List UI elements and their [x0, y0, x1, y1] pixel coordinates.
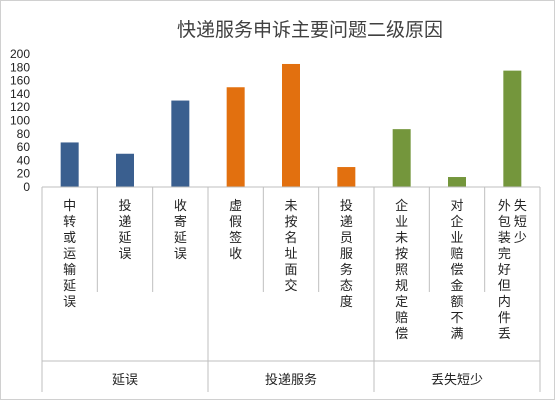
category-label: 未按名址面交: [284, 199, 297, 294]
y-tick-label: 200: [10, 47, 30, 61]
group-label: 投递服务: [265, 372, 317, 388]
y-tick-label: 140: [10, 87, 30, 101]
group-label: 延误: [112, 373, 138, 388]
bar: [282, 63, 300, 187]
y-tick-label: 80: [17, 127, 31, 141]
axes: [41, 186, 541, 392]
category-label: 对企业赔偿金额不满: [450, 199, 463, 342]
y-tick-label: 120: [10, 100, 30, 114]
bar: [116, 153, 134, 187]
category-label: 企业未按照规定赔偿: [395, 198, 408, 342]
bar: [60, 142, 79, 187]
category-labels: 中转或运输延误 投递延误 收寄延误 虚假签收 未按名址面交 投递员服务态度 企业未按照规定赔…: [63, 198, 527, 342]
bar: [392, 129, 411, 187]
group-labels: 延误 投递服务 丢失短少: [112, 372, 483, 388]
y-tick-label: 20: [17, 167, 31, 181]
bar: [448, 177, 466, 187]
chart-title: 快递服务申诉主要问题二级原因: [177, 19, 443, 41]
bar: [337, 167, 356, 187]
category-label: 投递延误: [118, 198, 131, 262]
bar: [171, 100, 190, 187]
bars: [60, 63, 522, 187]
bar: [226, 87, 245, 187]
y-tick-label: 60: [17, 140, 31, 154]
category-label: 收寄延误: [174, 199, 187, 262]
y-tick-label: 40: [17, 153, 31, 167]
y-tick-label: 160: [10, 74, 30, 88]
category-label: 投递员服务态度: [340, 198, 353, 310]
y-tick-label: 0: [23, 180, 30, 194]
category-label: 外包装完好但内件丢失短少: [498, 199, 527, 342]
bar: [503, 70, 522, 187]
category-label: 中转或运输延误: [63, 199, 76, 310]
y-tick-label: 180: [10, 60, 30, 74]
group-label: 丢失短少: [431, 373, 483, 388]
y-tick-label: 100: [10, 114, 30, 128]
category-label: 虚假签收: [229, 199, 242, 262]
